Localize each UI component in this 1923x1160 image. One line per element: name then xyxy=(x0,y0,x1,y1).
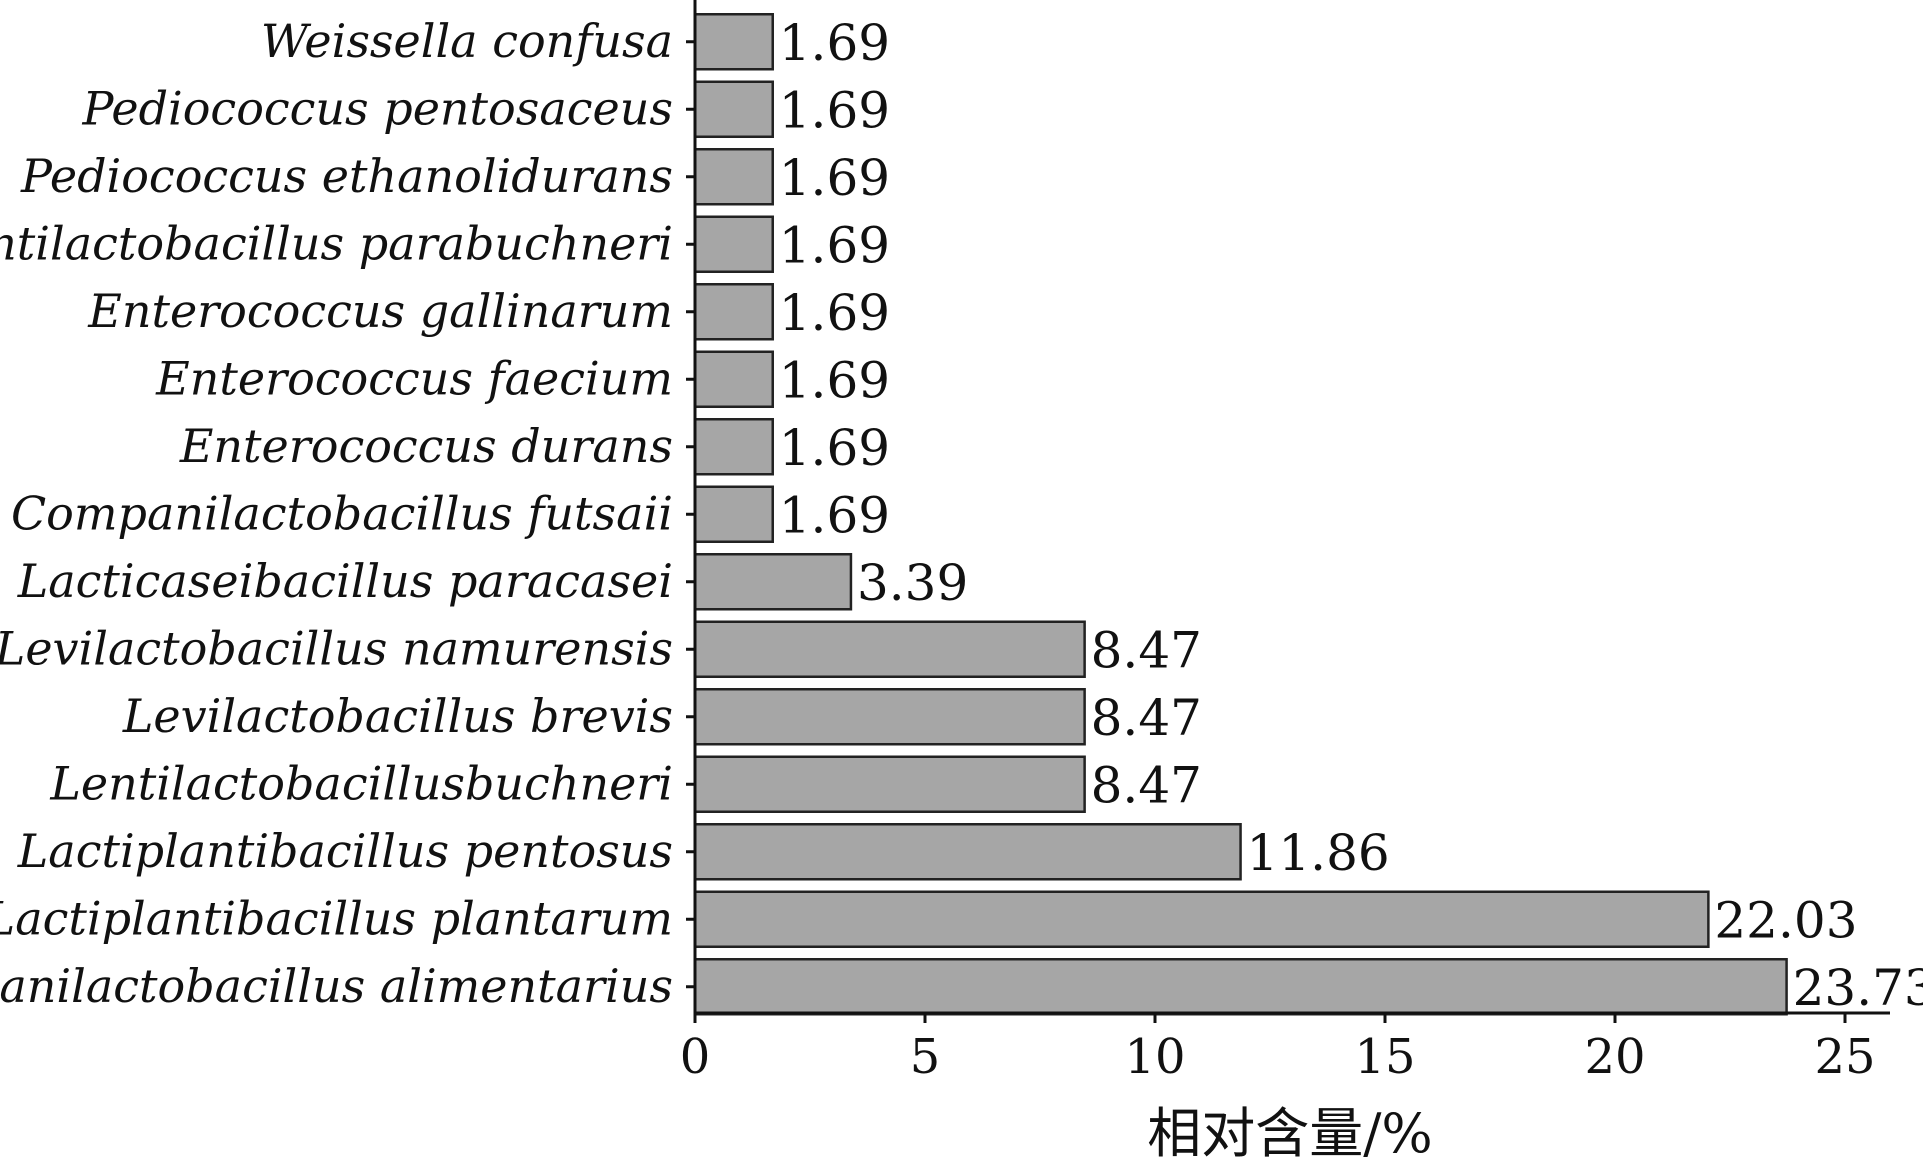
category-label: Lactiplantibacillus plantarum xyxy=(0,891,673,945)
x-tick-label: 15 xyxy=(1354,1029,1415,1085)
category-label: Levilactobacillus brevis xyxy=(122,689,673,743)
category-label: Lentilactobacillus parabuchneri xyxy=(0,216,673,270)
bar xyxy=(693,688,1086,746)
data-label: 1.69 xyxy=(779,486,890,544)
bar xyxy=(693,553,853,611)
category-labels-group: Weissella confusa Pediococcus pentosaceus… xyxy=(0,14,673,1013)
category-label: Lacticaseibacillus paracasei xyxy=(17,554,673,608)
y-ticks-group xyxy=(686,40,695,989)
x-tick-label: 5 xyxy=(910,1029,941,1085)
x-tick-label: 25 xyxy=(1814,1029,1875,1085)
data-label: 1.69 xyxy=(779,216,890,274)
data-label: 8.47 xyxy=(1091,621,1202,679)
data-label: 1.69 xyxy=(779,351,890,409)
category-label: Enterococcus faecium xyxy=(155,351,673,405)
bar xyxy=(693,890,1710,948)
data-label: 8.47 xyxy=(1091,756,1202,814)
category-label: Lentilactobacillusbuchneri xyxy=(49,756,673,810)
bar xyxy=(693,350,774,408)
bar xyxy=(693,823,1242,881)
data-label: 1.69 xyxy=(779,419,890,477)
x-axis-title: 相对含量/% xyxy=(1147,1102,1433,1160)
bar xyxy=(693,148,774,206)
data-label: 8.47 xyxy=(1091,689,1202,747)
category-label: Companilactobacillus futsaii xyxy=(11,486,673,540)
x-tick-label: 20 xyxy=(1584,1029,1645,1085)
bar xyxy=(693,215,774,273)
category-label: Pediococcus pentosaceus xyxy=(81,81,673,135)
data-label: 11.86 xyxy=(1247,824,1390,882)
bar xyxy=(693,958,1788,1016)
category-label: Levilactobacillus namurensis xyxy=(0,621,673,675)
bar xyxy=(693,755,1086,813)
data-label: 1.69 xyxy=(779,149,890,207)
data-label: 1.69 xyxy=(779,81,890,139)
category-label: Lactiplantibacillus pentosus xyxy=(17,824,673,878)
category-label: Companilactobacillus alimentarius xyxy=(0,959,673,1013)
bar xyxy=(693,13,774,71)
x-ticks-group: 0 5 10 15 20 25 xyxy=(680,1013,1876,1085)
value-labels-group: 1.69 1.69 1.69 1.69 1.69 1.69 1.69 1.69 3.39 8.47… xyxy=(779,14,1923,1017)
data-label: 3.39 xyxy=(857,554,968,612)
data-label: 23.73 xyxy=(1793,959,1923,1017)
category-label: Weissella confusa xyxy=(261,14,673,68)
bar xyxy=(693,283,774,341)
data-label: 22.03 xyxy=(1714,891,1857,949)
bars-group xyxy=(693,13,1788,1016)
category-label: Pediococcus ethanolidurans xyxy=(20,149,673,203)
bar xyxy=(693,80,774,138)
bar xyxy=(693,620,1086,678)
bar xyxy=(693,485,774,543)
data-label: 1.69 xyxy=(779,14,890,72)
category-label: Enterococcus durans xyxy=(179,419,673,473)
data-label: 1.69 xyxy=(779,284,890,342)
x-tick-label: 10 xyxy=(1124,1029,1185,1085)
category-label: Enterococcus gallinarum xyxy=(87,284,673,338)
bar xyxy=(693,418,774,476)
x-tick-label: 0 xyxy=(680,1029,711,1085)
